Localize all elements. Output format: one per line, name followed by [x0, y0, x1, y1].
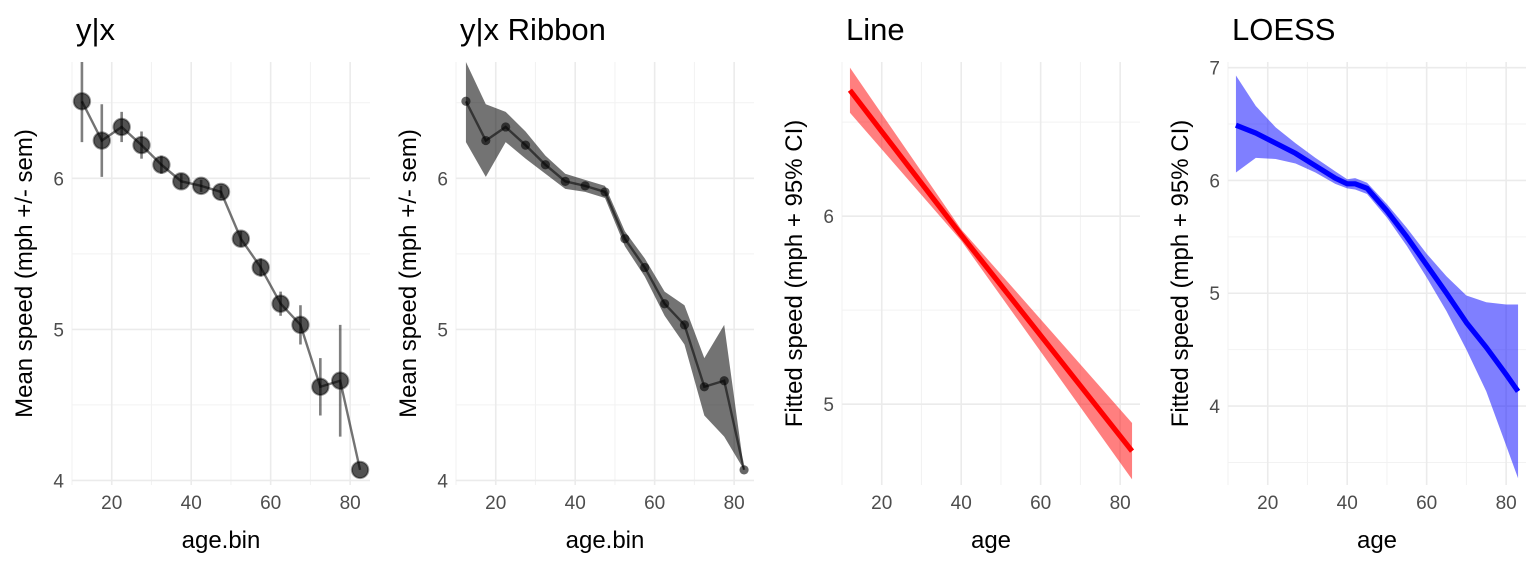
- panel-title: Line: [846, 12, 905, 47]
- y-tick-label: 4: [53, 471, 64, 492]
- y-tick-label: 4: [437, 471, 448, 492]
- panel-2: 20 40 60 80 4 5 6 y|x Ribbon age.bin Mean speed (…: [395, 12, 754, 554]
- data-point: [560, 176, 570, 186]
- data-point: [112, 117, 131, 137]
- data-point: [211, 182, 231, 202]
- x-tick-label: 40: [1337, 493, 1358, 514]
- panel-3: 20 40 60 80 5 6 Line age Fitted speed (mph + 95%…: [781, 12, 1140, 554]
- y-axis-title: Mean speed (mph +/- sem): [395, 129, 422, 418]
- x-tick-label: 80: [340, 493, 361, 514]
- panel-title: y|x Ribbon: [460, 12, 606, 47]
- data-point: [271, 294, 290, 313]
- y-tick-label: 4: [1209, 397, 1220, 418]
- x-axis-title: age.bin: [182, 527, 261, 554]
- fit-line: [847, 88, 1135, 453]
- data-point: [540, 160, 551, 170]
- data-point: [640, 262, 650, 273]
- x-tick-label: 20: [871, 493, 892, 514]
- y-tick-label: 5: [1209, 284, 1220, 305]
- y-axis-title: Mean speed (mph +/- sem): [11, 129, 38, 418]
- x-axis-title: age.bin: [566, 527, 645, 554]
- y-tick-label: 7: [1209, 59, 1220, 80]
- x-tick-label: 40: [181, 493, 202, 514]
- data-point: [660, 299, 670, 309]
- data-point: [191, 176, 211, 196]
- y-tick-label: 6: [437, 169, 448, 190]
- ci-ribbon: [1235, 75, 1519, 479]
- series-line: [80, 100, 362, 471]
- y-tick-label: 6: [53, 169, 64, 190]
- data-point: [719, 376, 729, 386]
- x-tick-label: 40: [565, 493, 586, 514]
- data-point: [311, 377, 330, 397]
- data-point: [152, 155, 171, 174]
- y-tick-label: 5: [437, 320, 448, 341]
- data-point: [600, 187, 610, 197]
- data-point: [679, 320, 690, 330]
- panel-1: 20 40 60 80 4 5 6 y|x age.bin Mean speed (mph +/-…: [11, 12, 370, 554]
- x-tick-label: 60: [1030, 493, 1051, 514]
- data-point: [231, 229, 251, 248]
- data-point: [580, 181, 590, 191]
- y-tick-label: 6: [823, 207, 834, 228]
- x-tick-label: 20: [101, 493, 122, 514]
- data-point: [251, 258, 270, 277]
- x-tick-label: 80: [724, 493, 745, 514]
- series-line: [464, 100, 746, 471]
- x-tick-label: 20: [1257, 493, 1278, 514]
- panel-title: y|x: [76, 12, 116, 47]
- y-axis-title: Fitted speed (mph + 95% CI): [781, 120, 808, 427]
- fit-line: [1234, 122, 1521, 393]
- data-point: [699, 382, 709, 392]
- y-axis-title: Fitted speed (mph + 95% CI): [1167, 120, 1194, 427]
- x-tick-label: 60: [260, 493, 281, 514]
- data-point: [172, 172, 191, 191]
- y-tick-label: 6: [1209, 171, 1220, 192]
- data-point: [739, 465, 749, 475]
- panel-4: 20 40 60 80 4 5 6 7 LOESS age Fitted speed (mph + …: [1167, 12, 1526, 554]
- x-tick-label: 80: [1496, 493, 1517, 514]
- data-point: [92, 131, 112, 150]
- data-point: [481, 135, 491, 146]
- data-point: [350, 460, 370, 480]
- y-tick-label: 5: [53, 320, 64, 341]
- x-tick-label: 60: [644, 493, 665, 514]
- data-point: [520, 140, 531, 150]
- x-tick-label: 40: [951, 493, 972, 514]
- data-point: [132, 135, 151, 155]
- data-point: [501, 122, 511, 132]
- y-tick-label: 5: [823, 395, 834, 416]
- data-point: [331, 371, 350, 390]
- data-point: [291, 315, 310, 335]
- data-point: [461, 96, 471, 106]
- data-point: [72, 92, 92, 111]
- panel-title: LOESS: [1232, 12, 1335, 47]
- x-tick-label: 60: [1416, 493, 1437, 514]
- x-tick-label: 80: [1110, 493, 1131, 514]
- sem-ribbon: [465, 62, 745, 470]
- x-axis-title: age: [971, 527, 1011, 554]
- x-tick-label: 20: [485, 493, 506, 514]
- data-point: [620, 234, 630, 244]
- x-axis-title: age: [1357, 527, 1397, 554]
